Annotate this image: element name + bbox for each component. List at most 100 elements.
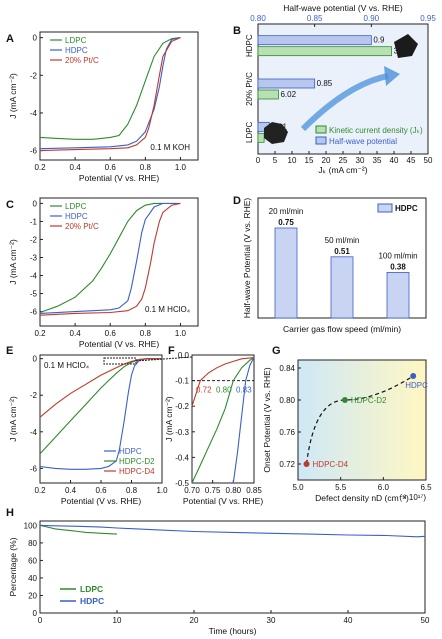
data-point-G: [341, 397, 348, 403]
zoom-connector-E: [135, 356, 193, 362]
legend-swatch-D: [377, 203, 393, 213]
x-axis-label-E: Potential (V vs. RHE): [61, 496, 141, 506]
x-tick-label-C: 0.8: [140, 329, 152, 338]
bar-value-kinetic-B: 6.02: [280, 90, 296, 99]
bar-half-wave-B: [257, 35, 372, 46]
panel-label-C: C: [6, 199, 14, 211]
bar-kinetic-B: [257, 46, 392, 57]
plot-frame-H: [39, 520, 426, 614]
x-tick-label-F: 0.80: [226, 486, 242, 495]
y-axis-label-A: J (mA cm⁻²): [8, 73, 18, 119]
x-tick-label-A: 0.2: [34, 163, 46, 172]
bar-kinetic-B: [257, 132, 265, 143]
y-tick-label-G: 0.84: [279, 364, 295, 373]
x-tick-label-A: 1.0: [175, 163, 187, 172]
x-tick-label-B: 20: [322, 156, 331, 165]
x-tick-label-B: 45: [407, 156, 416, 165]
x-tick-label-C: 1.0: [175, 329, 187, 338]
panel-label-B: B: [233, 25, 241, 37]
legend-label-A: HDPC: [65, 46, 88, 55]
panel-label-H: H: [6, 507, 14, 519]
x-tick-label-C: 0.2: [34, 329, 46, 338]
x-tick-label-H: 10: [113, 616, 122, 625]
x-tick-label-E: 1.0: [156, 486, 168, 495]
trend-arrow-head: [384, 66, 400, 86]
category-label-D: 100 ml/min: [378, 251, 417, 260]
trend-curve-G: [305, 375, 414, 465]
y-axis-label-D: Half-wave Potential (V vs. RHE): [242, 198, 252, 319]
x-tick-label-G: 6.5: [420, 483, 432, 492]
panel-label-F: F: [168, 345, 175, 357]
y-tick-label-A: -6: [30, 147, 38, 156]
category-label-D: 20 ml/min: [269, 207, 304, 216]
x-tick-label-F: 0.85: [246, 486, 262, 495]
y-tick-label-E: -2: [30, 391, 38, 400]
legend-label-D: HDPC: [395, 204, 418, 213]
x-tick-label-F: 0.70: [184, 486, 200, 495]
series-line-C-20-pt-c: [39, 202, 181, 316]
plot-frame-A: [39, 31, 199, 161]
annotation-electrolyte-E: 0.1 M HClO₄: [44, 361, 89, 370]
top-tick-label-B: 0.90: [364, 14, 380, 23]
y-tick-label-H: 20: [28, 591, 37, 600]
y-tick-label-H: 100: [24, 521, 38, 530]
point-label-G: HDPC-D2: [351, 396, 387, 405]
x-tick-label-F: 0.75: [205, 486, 221, 495]
series-line-E-hdpc-d2: [39, 358, 162, 455]
plot-frame-C: [39, 197, 199, 327]
y-tick-label-C: -2: [30, 235, 38, 244]
y-tick-label-F: -0.2: [175, 402, 189, 411]
y-tick-label-F: -0.1: [175, 377, 189, 386]
y-tick-label-C: -6: [30, 308, 38, 317]
y-axis-label-G: Onset Potential (V vs. RHE): [262, 367, 272, 473]
x-axis-label-B: Jₖ (mA cm⁻²): [318, 165, 367, 175]
x-tick-label-E: 0.4: [65, 486, 77, 495]
bar-value-half-wave-B: 0.85: [317, 79, 333, 88]
x-tick-label-B: 40: [390, 156, 399, 165]
bar-value-half-wave-B: 0.9: [373, 36, 385, 45]
y-axis-label-H: Percentage (%): [8, 537, 18, 596]
series-line-E-hdpc: [39, 358, 162, 470]
series-line-H-ldpc: [39, 524, 118, 535]
x-tick-label-H: 0: [38, 616, 43, 625]
x-tick-label-B: 0: [256, 156, 261, 165]
y-tick-label-H: 60: [28, 556, 37, 565]
y-tick-label-C: -1: [30, 217, 38, 226]
annotation-potential-F: 0.83: [236, 386, 252, 395]
x-tick-label-B: 50: [424, 156, 433, 165]
bar-D: [274, 227, 298, 319]
legend-label-C: HDPC: [65, 212, 88, 221]
series-line-E-hdpc-d4: [39, 358, 162, 418]
x-tick-label-B: 15: [305, 156, 314, 165]
y-tick-label-A: -4: [30, 109, 38, 118]
x-tick-label-C: 0.4: [70, 329, 82, 338]
y-tick-label-E: 0: [33, 355, 38, 364]
x-tick-label-A: 0.4: [70, 163, 82, 172]
legend-label-C: LDPC: [65, 202, 87, 211]
y-tick-label-A: -2: [30, 71, 38, 80]
legend-label-E: HDPC: [119, 447, 142, 456]
x-axis-unit-G: (× 10¹⁷): [399, 493, 426, 502]
x-axis-label-C: Potential (V vs. RHE): [79, 339, 159, 349]
legend-label-E: HDPC-D2: [119, 457, 155, 466]
y-tick-label-H: 40: [28, 574, 37, 583]
x-tick-label-G: 6.0: [378, 483, 390, 492]
panel-label-A: A: [6, 33, 14, 45]
point-label-G: HDPC: [405, 381, 428, 390]
x-tick-label-E: 0.2: [34, 486, 46, 495]
legend-label-E: HDPC-D4: [119, 467, 155, 476]
top-tick-label-B: 0.80: [250, 14, 266, 23]
material-shard-icon: [394, 34, 418, 58]
category-label-B: 20% Pt/C: [245, 72, 254, 106]
x-tick-label-H: 40: [344, 616, 353, 625]
top-tick-label-B: 0.95: [420, 14, 436, 23]
annotation-potential-F: 0.80: [216, 386, 232, 395]
series-line-F-hdpc-d2: [191, 357, 255, 484]
bar-half-wave-B: [257, 78, 316, 89]
y-tick-label-F: 0.0: [178, 351, 190, 360]
y-tick-label-G: 0.76: [279, 428, 295, 437]
x-tick-label-G: 5.5: [335, 483, 347, 492]
category-label-B: LDPC: [245, 121, 254, 143]
legend-swatch-B: [315, 136, 327, 145]
y-tick-label-A: 0: [33, 34, 38, 43]
